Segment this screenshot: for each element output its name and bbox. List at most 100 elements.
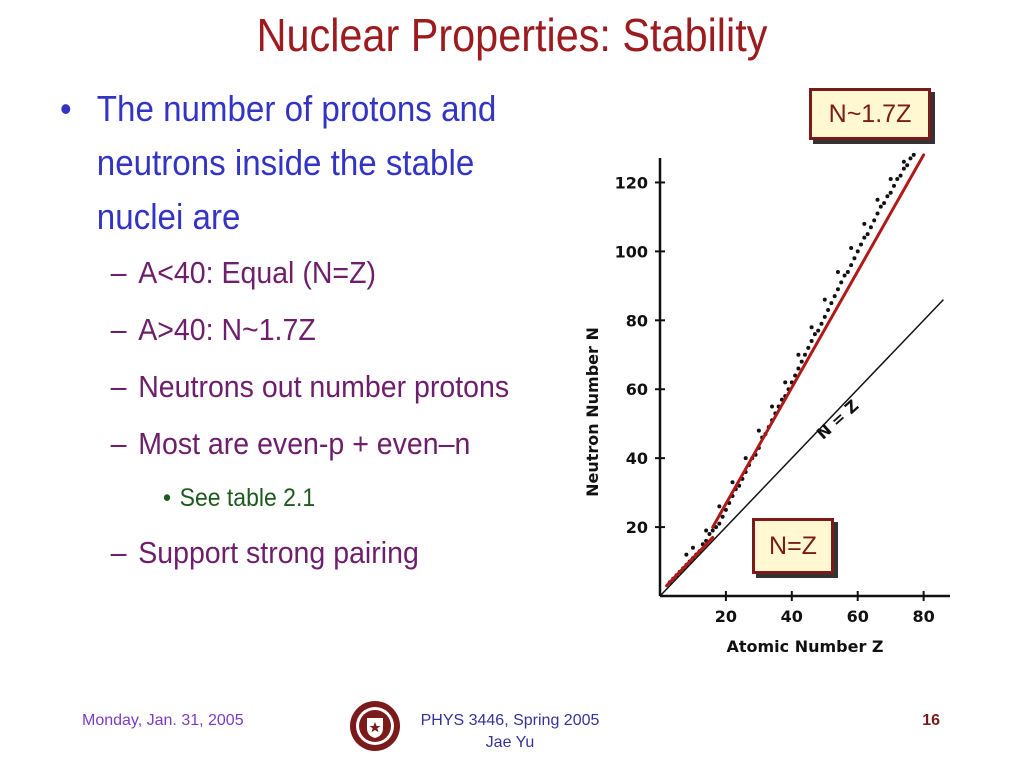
data-point <box>720 514 725 519</box>
footer-course-name: PHYS 3446, Spring 2005 <box>420 712 600 729</box>
data-point <box>895 177 900 182</box>
data-point <box>908 156 913 161</box>
data-point <box>704 528 709 533</box>
dash-mark: – <box>110 312 127 347</box>
data-point <box>684 552 689 557</box>
data-point <box>888 190 893 195</box>
data-point <box>901 159 906 164</box>
data-point <box>882 201 887 206</box>
stability-chart: 20 40 60 80 100 120 20 40 60 80 Atomic Number Z Neu… <box>583 152 950 656</box>
data-point <box>872 218 877 223</box>
data-point <box>875 211 880 216</box>
sub-bullet-text: Most are even-p + even–n <box>138 426 471 461</box>
sub-bullet-text: Neutrons out number protons <box>138 369 510 404</box>
data-point <box>891 183 896 188</box>
bullet-mark: • <box>163 484 172 512</box>
main-bullet: • The number of protons and neutrons ins… <box>60 82 557 244</box>
university-seal-icon <box>350 701 400 751</box>
main-bullet-line: The number of protons and <box>96 88 497 129</box>
data-point <box>822 297 827 302</box>
data-point <box>710 528 715 533</box>
y-tick-label: 100 <box>615 242 648 261</box>
dash-mark: – <box>110 426 127 461</box>
footer-date: Monday, Jan. 31, 2005 <box>82 712 244 729</box>
data-point <box>868 225 873 230</box>
data-point <box>756 428 761 433</box>
bullet-mark: • <box>60 88 72 129</box>
data-point <box>816 328 821 333</box>
callout-n-17z: N~1.7Z <box>809 88 931 140</box>
data-point <box>835 287 840 292</box>
sub-bullet-text: A<40: Equal (N=Z) <box>138 255 376 290</box>
data-point <box>730 480 735 485</box>
y-tick-label: 40 <box>626 449 648 468</box>
data-point <box>796 366 801 371</box>
data-point <box>849 245 854 250</box>
data-point <box>812 332 817 337</box>
sub-bullet: – Most are even-p + even–n <box>60 415 557 472</box>
data-point <box>829 301 834 306</box>
data-point <box>723 507 728 512</box>
data-point <box>839 280 844 285</box>
data-point <box>826 307 831 312</box>
footer-author: Jae Yu <box>485 734 535 751</box>
dash-mark: – <box>110 255 127 290</box>
y-tick-label: 120 <box>615 173 648 192</box>
dash-mark: – <box>110 369 127 404</box>
data-point <box>714 525 719 530</box>
sub-bullet-text: Support strong pairing <box>138 535 419 570</box>
data-point <box>717 521 722 526</box>
data-point <box>875 197 880 202</box>
data-point <box>832 294 837 299</box>
x-tick-label: 60 <box>847 607 869 626</box>
data-point <box>862 221 867 226</box>
x-tick-label: 80 <box>913 607 935 626</box>
sub-bullet: – Neutrons out number protons <box>60 358 557 415</box>
data-point <box>770 404 775 409</box>
data-point <box>796 352 801 357</box>
data-point <box>852 256 857 261</box>
page-number: 16 <box>922 712 940 729</box>
y-tick-label: 60 <box>626 380 648 399</box>
fit-line <box>711 153 926 529</box>
main-bullet-line: neutrons inside the stable <box>96 142 475 183</box>
sub-bullet: – A>40: N~1.7Z <box>60 301 557 358</box>
sub-bullet: – Support strong pairing <box>60 524 557 581</box>
data-point <box>690 545 695 550</box>
data-point <box>845 270 850 275</box>
data-point <box>842 273 847 278</box>
slide-body: • The number of protons and neutrons ins… <box>60 82 557 581</box>
data-point <box>911 152 916 157</box>
data-point <box>905 163 910 168</box>
data-point <box>898 173 903 178</box>
data-point <box>885 194 890 199</box>
data-point <box>707 531 712 536</box>
y-tick-label: 20 <box>626 518 648 537</box>
data-point <box>835 270 840 275</box>
data-point <box>809 338 814 343</box>
n-equals-z-label: N = Z <box>813 396 863 443</box>
sub-bullet: – A<40: Equal (N=Z) <box>60 244 557 301</box>
callout-n-equals-z: N=Z <box>752 518 834 574</box>
data-point <box>888 177 893 182</box>
data-point <box>862 235 867 240</box>
data-point <box>717 504 722 509</box>
data-point <box>878 204 883 209</box>
data-point <box>855 249 860 254</box>
y-axis-label: Neutron Number N <box>583 327 602 497</box>
fit-line <box>665 535 715 588</box>
data-point <box>849 263 854 268</box>
data-point <box>822 314 827 319</box>
x-tick-label: 40 <box>781 607 803 626</box>
slide-title: Nuclear Properties: Stability <box>256 9 768 61</box>
y-tick-label: 80 <box>626 311 648 330</box>
n-equals-z-line <box>659 299 944 597</box>
data-point <box>803 352 807 357</box>
main-bullet-line: nuclei are <box>96 196 241 237</box>
data-point <box>743 456 748 461</box>
data-point <box>806 345 811 350</box>
footer-course: PHYS 3446, Spring 2005 Jae Yu <box>380 710 640 754</box>
dash-mark: – <box>110 535 127 570</box>
data-point <box>865 232 870 237</box>
data-point <box>783 380 788 385</box>
